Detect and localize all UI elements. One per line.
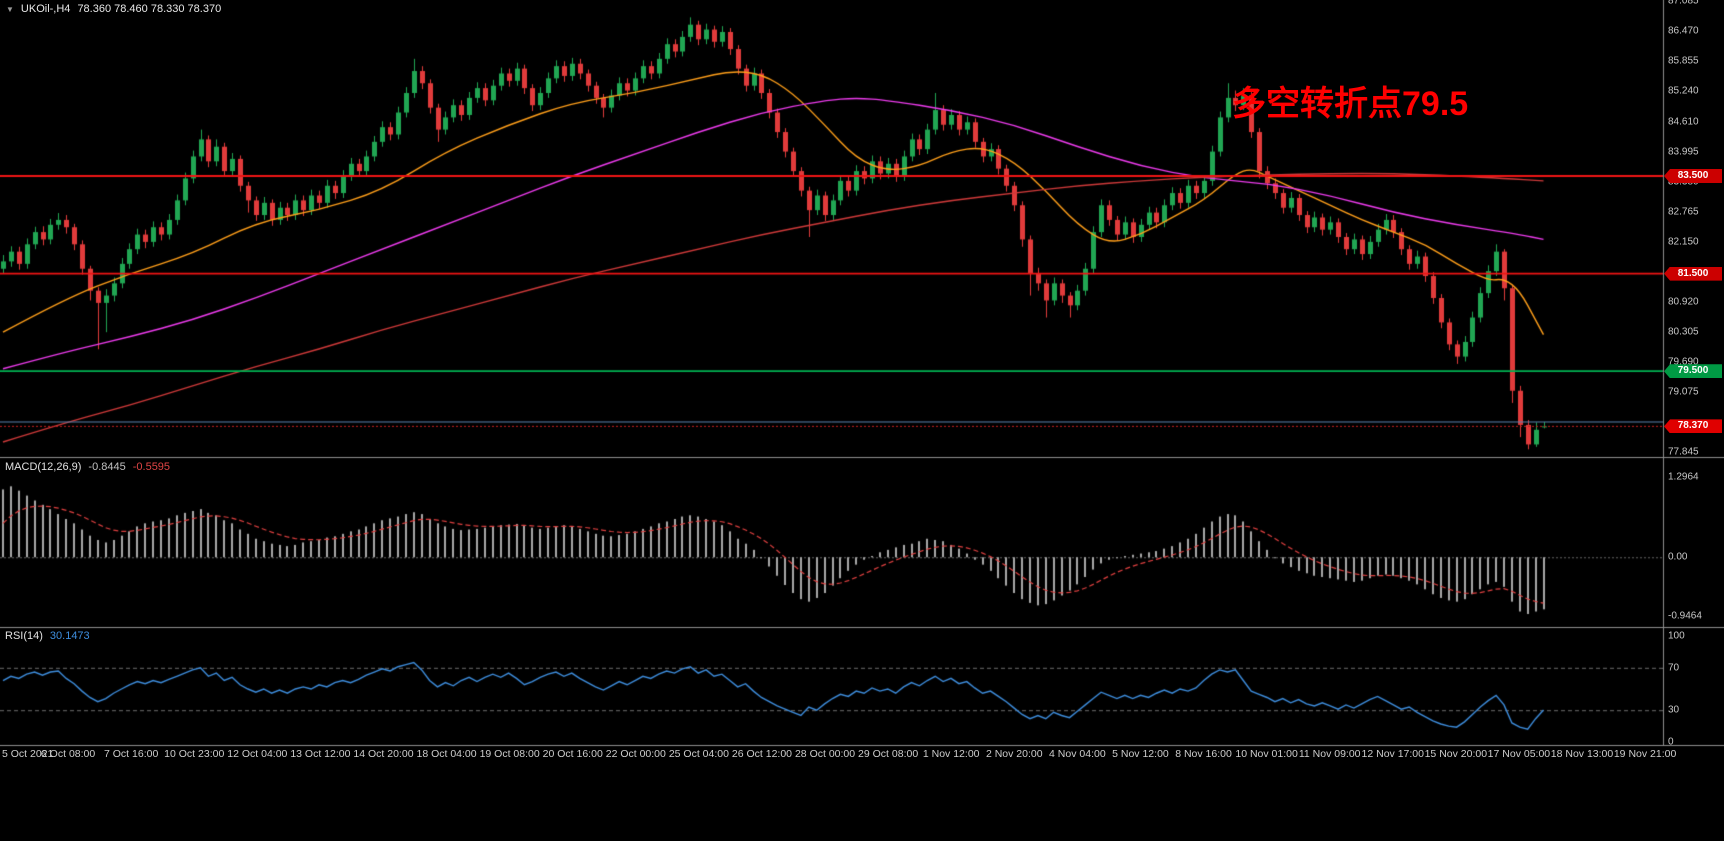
- time-axis-label: 18 Nov 13:00: [1550, 748, 1614, 760]
- time-axis-label: 1 Nov 12:00: [922, 748, 980, 760]
- time-axis-label: 29 Oct 08:00: [858, 748, 919, 760]
- price-axis-label: 79.075: [1668, 386, 1699, 398]
- ohlc-values-label: 78.360 78.460 78.330 78.370: [77, 3, 222, 15]
- macd-indicator-label: MACD(12,26,9): [5, 461, 82, 473]
- rsi-axis-label: 0: [1668, 736, 1674, 748]
- rsi-axis-label: 30: [1668, 704, 1680, 716]
- rsi-axis-label: 70: [1668, 662, 1680, 674]
- price-axis-label: 82.150: [1668, 236, 1699, 248]
- price-axis-label: 82.765: [1668, 206, 1699, 218]
- price-axis-label: 84.610: [1668, 116, 1699, 128]
- time-axis-label: 18 Oct 04:00: [416, 748, 477, 760]
- time-axis-label: 28 Oct 00:00: [794, 748, 856, 760]
- time-axis-label: 19 Oct 08:00: [479, 748, 540, 760]
- price-axis-label: 87.085: [1668, 0, 1699, 7]
- time-axis-label: 25 Oct 04:00: [668, 748, 729, 760]
- time-axis-label: 20 Oct 16:00: [542, 748, 603, 760]
- time-axis-label: 5 Oct 2021: [2, 748, 54, 760]
- macd-axis-label: -0.9464: [1668, 610, 1702, 622]
- price-axis-label: 79.690: [1668, 356, 1699, 368]
- time-axis-label: 19 Nov 21:00: [1613, 748, 1677, 760]
- macd-main-value: -0.8445: [88, 461, 126, 473]
- time-axis-label: 4 Nov 04:00: [1049, 748, 1106, 760]
- time-axis-label: 11 Nov 09:00: [1298, 748, 1361, 760]
- time-axis-label: 22 Oct 00:00: [605, 748, 666, 760]
- chart-header: ▼ UKOil-,H4 78.360 78.460 78.330 78.370: [6, 3, 221, 15]
- time-axis-label: 8 Nov 16:00: [1175, 748, 1232, 760]
- price-axis-label: 86.470: [1668, 25, 1699, 37]
- time-axis-label: 5 Nov 12:00: [1112, 748, 1169, 760]
- macd-panel-header: MACD(12,26,9) -0.8445 -0.5595: [5, 461, 170, 473]
- time-axis-label: 14 Oct 20:00: [353, 748, 414, 760]
- rsi-axis[interactable]: [1664, 629, 1724, 745]
- price-axis-label: 85.240: [1668, 85, 1699, 97]
- macd-axis-label: 1.2964: [1668, 471, 1699, 483]
- hline-price-tag: 81.500: [1664, 266, 1722, 281]
- current-price-tag: 78.370: [1664, 419, 1722, 434]
- time-axis-label: 17 Nov 05:00: [1487, 748, 1551, 760]
- macd-signal-value: -0.5595: [132, 461, 171, 473]
- rsi-indicator-label: RSI(14): [5, 630, 43, 642]
- time-axis-label: 12 Oct 04:00: [227, 748, 288, 760]
- chart-annotation-text: 多空转折点79.5: [1232, 85, 1469, 123]
- time-axis-label: 6 Oct 08:00: [40, 748, 96, 760]
- rsi-value: 30.1473: [49, 630, 90, 642]
- chart-expander-icon[interactable]: ▼: [6, 4, 14, 14]
- time-axis-label: 7 Oct 16:00: [104, 748, 159, 760]
- rsi-axis-label: 100: [1668, 630, 1685, 642]
- price-axis-label: 80.920: [1668, 296, 1699, 308]
- hline-price-tag: 79.500: [1664, 364, 1722, 379]
- rsi-panel-header: RSI(14) 30.1473: [5, 630, 90, 642]
- macd-axis[interactable]: [1664, 459, 1724, 627]
- time-axis-label: 26 Oct 12:00: [731, 748, 793, 760]
- time-axis-label: 15 Nov 20:00: [1424, 748, 1488, 760]
- price-axis-label: 83.995: [1668, 146, 1699, 158]
- time-axis-label: 10 Oct 23:00: [164, 748, 225, 760]
- hline-price-tag: 83.500: [1664, 168, 1722, 183]
- price-axis-label: 85.855: [1668, 55, 1699, 67]
- price-axis-label: 80.305: [1668, 326, 1699, 338]
- time-axis-label: 2 Nov 20:00: [985, 748, 1043, 760]
- time-axis-label: 10 Nov 01:00: [1235, 748, 1298, 760]
- time-axis-label: 13 Oct 12:00: [290, 748, 351, 760]
- macd-axis-label: 0.00: [1668, 551, 1688, 563]
- symbol-timeframe-label: UKOil-,H4: [20, 3, 71, 15]
- price-axis-label: 77.845: [1668, 446, 1699, 458]
- time-axis-label: 12 Nov 17:00: [1361, 748, 1424, 760]
